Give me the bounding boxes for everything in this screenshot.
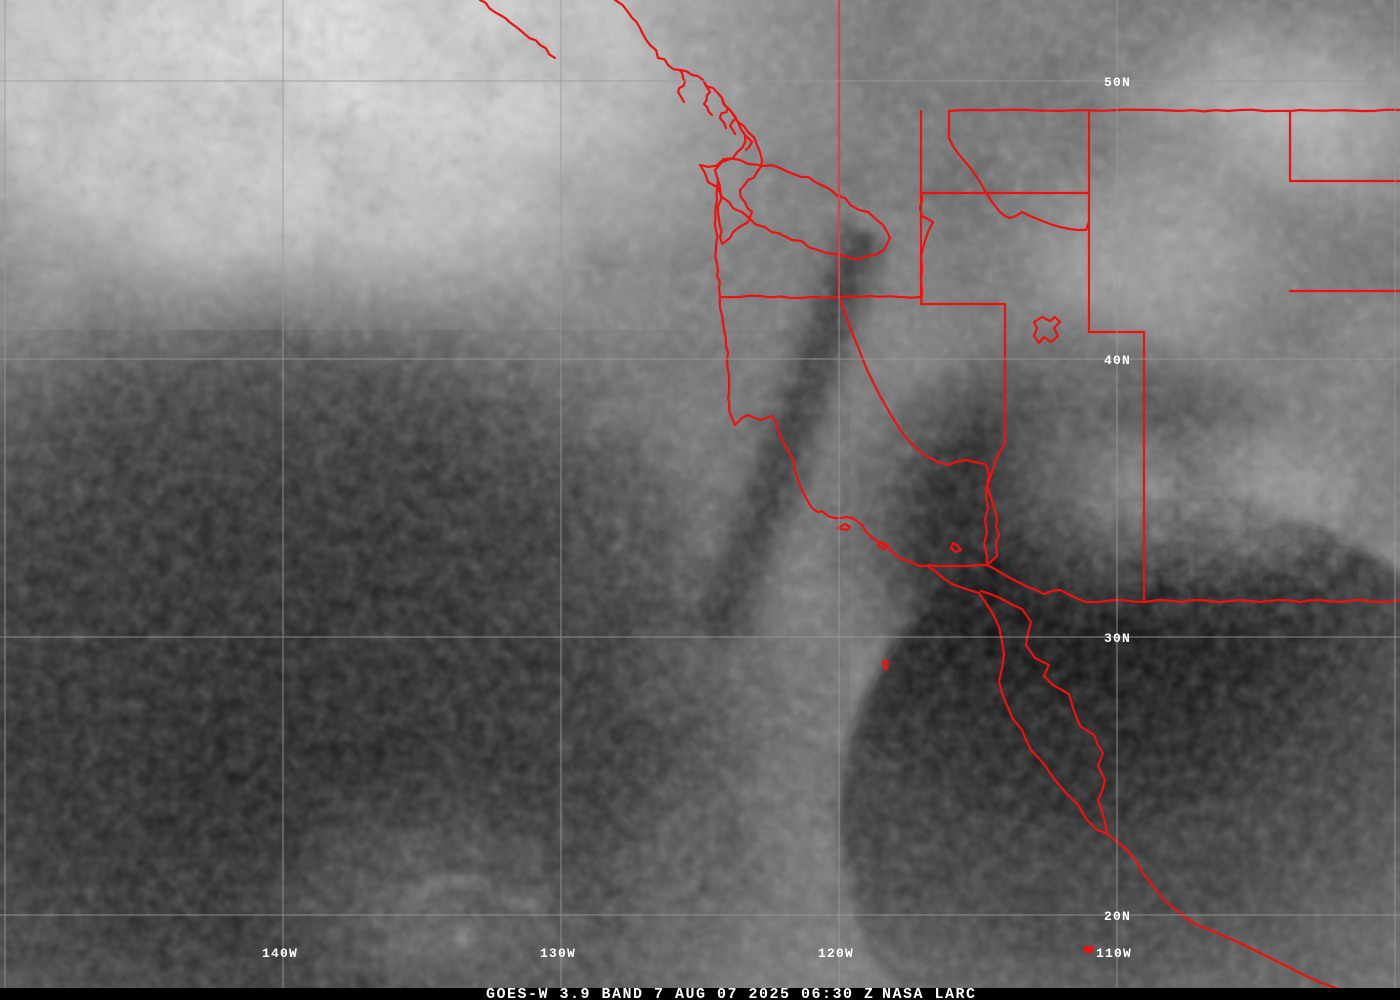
svg-text:40N: 40N bbox=[1104, 353, 1131, 368]
svg-text:120W: 120W bbox=[818, 946, 854, 961]
svg-text:50N: 50N bbox=[1104, 75, 1131, 90]
svg-text:20N: 20N bbox=[1104, 909, 1131, 924]
svg-text:130W: 130W bbox=[540, 946, 576, 961]
svg-text:AUG 07 2025 06:30 Z: AUG 07 2025 06:30 Z bbox=[675, 986, 875, 1000]
svg-text:NASA LARC: NASA LARC bbox=[882, 986, 977, 1000]
svg-text:GOES-W 3.9 BAND 7: GOES-W 3.9 BAND 7 bbox=[486, 986, 665, 1000]
svg-text:110W: 110W bbox=[1096, 946, 1132, 961]
svg-text:30N: 30N bbox=[1104, 631, 1131, 646]
svg-text:140W: 140W bbox=[262, 946, 298, 961]
